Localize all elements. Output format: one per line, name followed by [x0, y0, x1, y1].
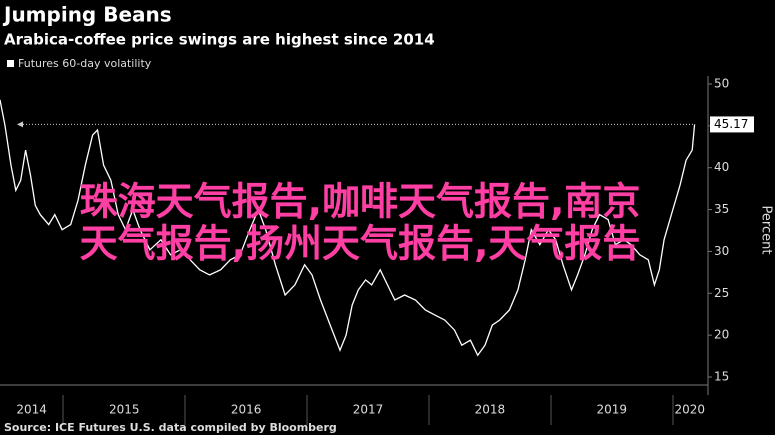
y-tick-label: 50 [714, 77, 729, 91]
overlay-text: 天气报告,扬州天气报告,天气报告 [80, 222, 641, 266]
x-tick-label: 2015 [109, 403, 140, 417]
legend-swatch [7, 60, 14, 67]
y-axis-label: Percent [759, 206, 774, 255]
y-tick-label: 30 [714, 244, 729, 258]
line [0, 99, 696, 357]
year-separators [62, 395, 674, 425]
last-value-arrow [17, 121, 23, 128]
x-tick-label: 2020 [674, 403, 705, 417]
x-tick-label: 2018 [475, 403, 506, 417]
y-tick-label: 40 [714, 160, 729, 174]
last-value-box [710, 116, 754, 133]
x-tick-label: 2017 [353, 403, 384, 417]
chart-subtitle: Arabica-coffee price swings are highest … [4, 31, 435, 49]
x-tick-label: 2019 [596, 403, 627, 417]
plot [0, 99, 696, 357]
last-value-label: 45.17 [714, 117, 748, 131]
y-tick-label: 20 [714, 328, 729, 342]
y-tick-label: 15 [714, 370, 729, 384]
chart-title: Jumping Beans [2, 3, 172, 27]
legend-label: Futures 60-day volatility [18, 57, 152, 70]
source: Source: ICE Futures U.S. data compiled b… [4, 421, 337, 434]
y-tick-label: 35 [714, 202, 729, 216]
x-tick-label: 2014 [16, 403, 47, 417]
x-tick-label: 2016 [231, 403, 262, 417]
y-tick-label: 25 [714, 286, 729, 300]
overlay-text: 珠海天气报告,咖啡天气报告,南京 [80, 180, 641, 224]
